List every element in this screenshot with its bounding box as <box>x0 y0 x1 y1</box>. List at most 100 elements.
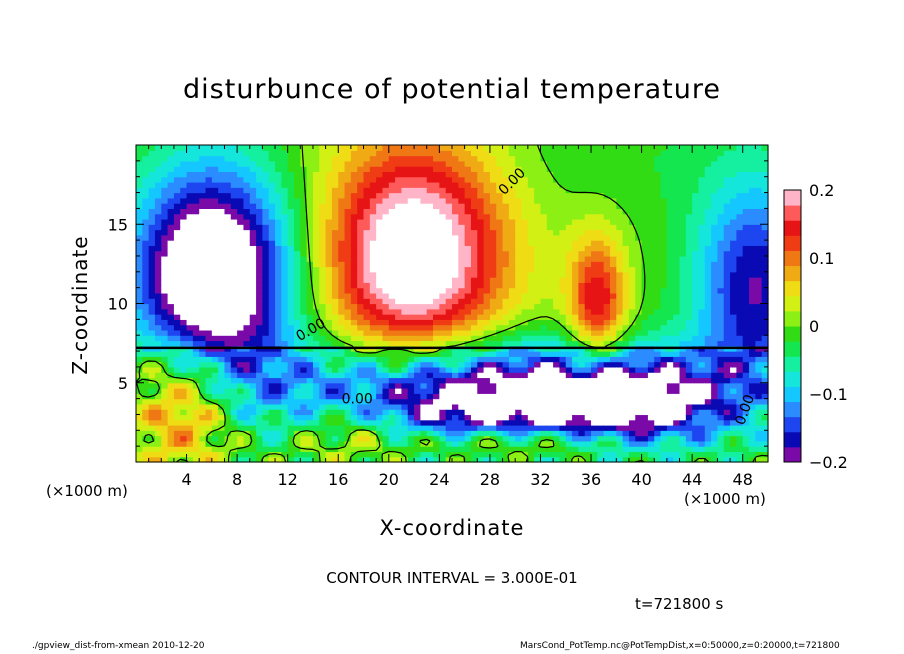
heatmap-cell <box>344 181 352 188</box>
heatmap-cell <box>401 298 409 305</box>
heatmap-cell <box>205 366 213 373</box>
heatmap-cell <box>357 314 365 320</box>
heatmap-cell <box>319 145 327 151</box>
heatmap-cell <box>452 329 459 336</box>
heatmap-cell <box>205 250 213 257</box>
heatmap-cell <box>603 155 611 162</box>
heatmap-cell <box>433 218 440 225</box>
heatmap-cell <box>161 451 169 458</box>
heatmap-cell <box>382 224 390 231</box>
heatmap-cell <box>142 403 150 410</box>
heatmap-cell <box>565 150 573 157</box>
heatmap-cell <box>199 372 207 379</box>
heatmap-cell <box>654 176 662 183</box>
heatmap-cell <box>597 187 605 194</box>
heatmap-cell <box>470 203 478 209</box>
heatmap-cell <box>458 382 466 389</box>
heatmap-cell <box>654 145 662 151</box>
heatmap-cell <box>597 377 605 384</box>
heatmap-cell <box>281 324 289 331</box>
heatmap-cell <box>357 298 365 305</box>
heatmap-cell <box>591 382 598 389</box>
heatmap-cell <box>192 229 200 236</box>
heatmap-cell <box>167 292 175 299</box>
heatmap-cell <box>306 192 314 199</box>
heatmap-cell <box>237 287 245 294</box>
heatmap-cell <box>186 456 194 463</box>
heatmap-cell <box>331 292 339 299</box>
heatmap-cell <box>382 361 390 368</box>
heatmap-cell <box>433 403 440 410</box>
heatmap-cell <box>578 160 586 167</box>
heatmap-cell <box>603 213 611 220</box>
heatmap-cell <box>237 155 245 162</box>
heatmap-cell <box>534 277 542 283</box>
heatmap-cell <box>357 145 365 151</box>
heatmap-cell <box>546 398 554 405</box>
heatmap-cell <box>148 361 156 368</box>
heatmap-cell <box>180 240 188 246</box>
heatmap-cell <box>344 419 352 426</box>
heatmap-cell <box>192 356 200 363</box>
heatmap-cell <box>654 351 662 357</box>
heatmap-cell <box>237 250 245 257</box>
heatmap-cell <box>559 308 567 315</box>
heatmap-cell <box>540 145 548 151</box>
heatmap-cell <box>237 398 245 405</box>
heatmap-cell <box>186 166 194 173</box>
heatmap-cell <box>173 403 181 410</box>
heatmap-cell <box>610 314 617 320</box>
heatmap-cell <box>464 319 472 326</box>
heatmap-cell <box>540 181 548 188</box>
heatmap-cell <box>502 314 510 320</box>
heatmap-cell <box>527 277 535 283</box>
heatmap-cell <box>161 388 169 394</box>
heatmap-cell <box>603 388 611 394</box>
heatmap-cell <box>319 266 327 273</box>
heatmap-cell <box>249 229 257 236</box>
heatmap-cell <box>294 356 301 363</box>
heatmap-cell <box>376 456 384 463</box>
heatmap-cell <box>647 329 655 336</box>
heatmap-cell <box>534 451 542 458</box>
heatmap-cell <box>622 240 630 246</box>
heatmap-cell <box>628 240 636 246</box>
heatmap-cell <box>256 234 263 241</box>
heatmap-cell <box>173 440 181 447</box>
heatmap-cell <box>635 171 643 178</box>
heatmap-cell <box>167 282 175 289</box>
heatmap-cell <box>369 187 377 194</box>
heatmap-cell <box>622 351 630 357</box>
heatmap-cell <box>578 451 586 458</box>
heatmap-cell <box>477 271 485 278</box>
heatmap-cell <box>546 166 554 173</box>
heatmap-cell <box>401 446 409 453</box>
heatmap-cell <box>142 382 150 389</box>
heatmap-cell <box>388 382 396 389</box>
heatmap-cell <box>350 324 358 331</box>
heatmap-cell <box>483 166 491 173</box>
heatmap-cell <box>154 446 162 453</box>
heatmap-cell <box>376 414 384 421</box>
heatmap-cell <box>445 292 453 299</box>
heatmap-cell <box>211 340 219 347</box>
heatmap-cell <box>230 425 238 431</box>
heatmap-cell <box>597 203 605 209</box>
heatmap-cell <box>616 192 624 199</box>
heatmap-cell <box>401 240 409 246</box>
heatmap-cell <box>331 419 339 426</box>
heatmap-cell <box>186 150 194 157</box>
heatmap-cell <box>452 192 459 199</box>
heatmap-cell <box>426 203 434 209</box>
heatmap-cell <box>477 419 485 426</box>
heatmap-cell <box>534 245 542 252</box>
heatmap-cell <box>464 234 472 241</box>
heatmap-cell <box>148 261 156 268</box>
heatmap-cell <box>192 372 200 379</box>
heatmap-cell <box>211 456 219 463</box>
heatmap-cell <box>420 282 428 289</box>
heatmap-cell <box>142 319 150 326</box>
heatmap-cell <box>199 271 207 278</box>
heatmap-cell <box>287 271 295 278</box>
heatmap-cell <box>401 356 409 363</box>
